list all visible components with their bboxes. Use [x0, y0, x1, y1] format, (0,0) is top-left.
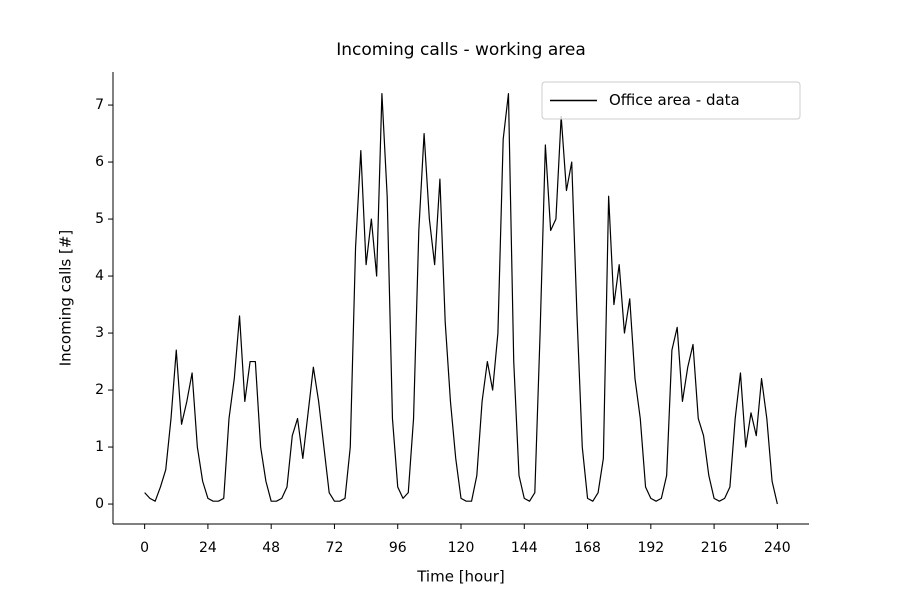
data-line	[144, 93, 778, 505]
x-tick-label: 72	[326, 540, 344, 556]
y-tick-label: 1	[95, 439, 104, 455]
y-tick-label: 3	[95, 325, 104, 341]
y-tick-label: 5	[95, 211, 104, 227]
x-tick-label: 48	[262, 540, 280, 556]
chart-title: Incoming calls - working area	[336, 40, 586, 60]
x-axis-label: Time [hour]	[416, 568, 505, 586]
y-tick-label: 0	[95, 496, 104, 512]
x-tick-label: 144	[511, 540, 538, 556]
x-tick-label: 216	[701, 540, 728, 556]
y-tick-label: 6	[95, 154, 104, 170]
x-tick-label: 192	[637, 540, 664, 556]
y-tick-label: 7	[95, 97, 104, 113]
legend-box	[541, 81, 801, 120]
y-tick-label: 2	[95, 382, 104, 398]
legend-label: Office area - data	[609, 91, 740, 109]
y-tick-label: 4	[95, 268, 104, 284]
x-tick-label: 24	[199, 540, 217, 556]
y-axis-label: Incoming calls [#]	[57, 230, 75, 367]
x-tick-label: 120	[448, 540, 475, 556]
x-tick-label: 0	[140, 540, 149, 556]
x-tick-label: 96	[389, 540, 407, 556]
x-tick-label: 240	[764, 540, 791, 556]
x-tick-label: 168	[574, 540, 601, 556]
